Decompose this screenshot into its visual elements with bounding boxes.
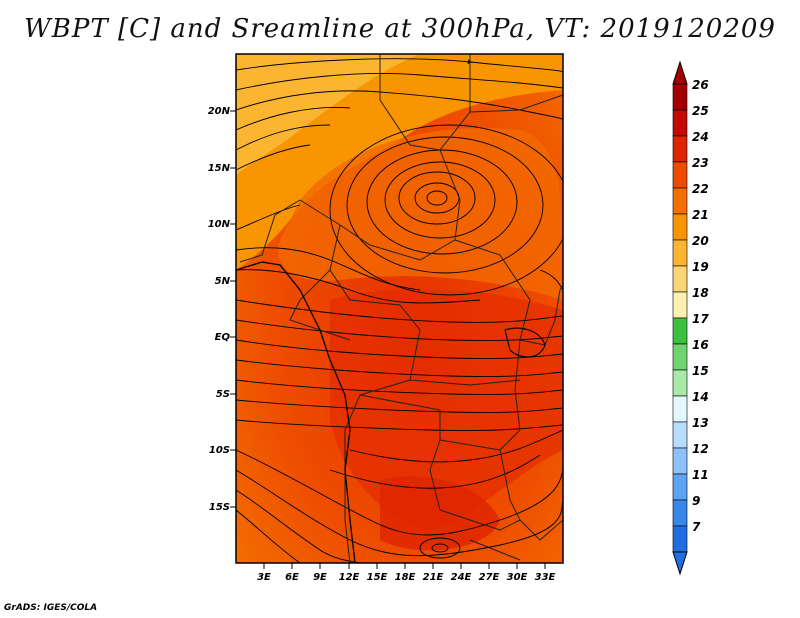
y-tick-label: EQ bbox=[215, 332, 231, 343]
map-title: WBPT [C] and Sreamline at 300hPa, VT: 20… bbox=[24, 14, 776, 44]
colorbar-label: 15 bbox=[692, 364, 709, 378]
y-tick-label: 15N bbox=[208, 163, 231, 174]
colorbar-label: 20 bbox=[692, 234, 709, 248]
wbpt-24-core-south bbox=[380, 476, 500, 551]
colorbar-label: 24 bbox=[692, 130, 709, 144]
y-tick-label: 20N bbox=[208, 106, 231, 117]
y-tick-labels: 20N 15N 10N 5N EQ 5S 10S 15S bbox=[208, 106, 231, 513]
colorbar-label: 18 bbox=[692, 286, 709, 300]
wbpt-20-21-band bbox=[236, 54, 420, 175]
wbpt-22-23-zone bbox=[278, 128, 563, 300]
colorbar-label: 7 bbox=[692, 520, 701, 534]
y-tick-label: 15S bbox=[209, 502, 230, 513]
y-tick-label: 5S bbox=[216, 389, 230, 400]
colorbar-label: 12 bbox=[692, 442, 709, 456]
colorbar-swatch bbox=[672, 83, 688, 111]
x-tick-label: 21E bbox=[423, 572, 444, 583]
colorbar-swatch bbox=[672, 239, 688, 267]
y-ticks bbox=[230, 110, 236, 508]
colorbar-labels: 26 25 24 23 22 21 20 19 18 17 16 15 14 13 12 11 9 7 bbox=[692, 78, 709, 534]
map-frame bbox=[235, 53, 564, 564]
x-tick-label: 9E bbox=[313, 572, 327, 583]
y-tick-label: 5N bbox=[215, 276, 231, 287]
x-tick-label: 6E bbox=[285, 572, 299, 583]
x-tick-label: 24E bbox=[451, 572, 472, 583]
colorbar-swatch bbox=[672, 317, 688, 345]
colorbar-label: 9 bbox=[692, 494, 700, 508]
colorbar-top-arrow bbox=[672, 60, 688, 85]
x-tick-label: 30E bbox=[507, 572, 528, 583]
colorbar-swatch bbox=[672, 395, 688, 423]
grads-credit: GrADS: IGES/COLA bbox=[4, 603, 98, 613]
colorbar-label: 22 bbox=[692, 182, 709, 196]
x-tick-label: 33E bbox=[535, 572, 556, 583]
colorbar-label: 19 bbox=[692, 260, 709, 274]
colorbar-label: 21 bbox=[692, 208, 709, 222]
colorbar-swatch bbox=[672, 265, 688, 293]
y-tick-label: 10N bbox=[208, 219, 231, 230]
country-borders bbox=[239, 54, 563, 563]
colorbar-swatch bbox=[672, 499, 688, 527]
colorbar-label: 14 bbox=[692, 390, 709, 404]
colorbar-label: 13 bbox=[692, 416, 709, 430]
map-panel bbox=[236, 54, 563, 563]
colorbar-label: 23 bbox=[692, 156, 709, 170]
colorbar-swatch bbox=[672, 473, 688, 501]
y-tick-label: 10S bbox=[209, 445, 230, 456]
colorbar-swatch bbox=[672, 135, 688, 163]
colorbar-swatch bbox=[672, 187, 688, 215]
colorbar-label: 17 bbox=[692, 312, 709, 326]
lake bbox=[504, 327, 546, 358]
colorbar-swatch bbox=[672, 109, 688, 137]
x-tick-label: 3E bbox=[257, 572, 271, 583]
coastline bbox=[236, 261, 356, 563]
wbpt-24-core bbox=[330, 289, 563, 530]
colorbar-label: 26 bbox=[692, 78, 709, 92]
colorbar bbox=[672, 60, 688, 576]
colorbar-swatch bbox=[672, 213, 688, 241]
colorbar-swatch bbox=[672, 369, 688, 397]
x-ticks bbox=[263, 563, 546, 569]
colorbar-swatch bbox=[672, 291, 688, 319]
colorbar-label: 25 bbox=[692, 104, 709, 118]
colorbar-bottom-arrow bbox=[672, 551, 688, 576]
colorbar-swatch bbox=[672, 525, 688, 553]
x-tick-labels: 3E 6E 9E 12E 15E 18E 21E 24E 27E 30E 33E bbox=[257, 572, 555, 583]
colorbar-swatch bbox=[672, 343, 688, 371]
x-tick-label: 27E bbox=[479, 572, 500, 583]
colorbar-label: 11 bbox=[692, 468, 709, 482]
colorbar-swatch bbox=[672, 447, 688, 475]
colorbar-label: 16 bbox=[692, 338, 709, 352]
x-tick-label: 15E bbox=[367, 572, 388, 583]
x-tick-label: 12E bbox=[339, 572, 360, 583]
colorbar-swatch bbox=[672, 161, 688, 189]
streamlines bbox=[236, 58, 563, 563]
colorbar-swatch bbox=[672, 421, 688, 449]
x-tick-label: 18E bbox=[395, 572, 416, 583]
